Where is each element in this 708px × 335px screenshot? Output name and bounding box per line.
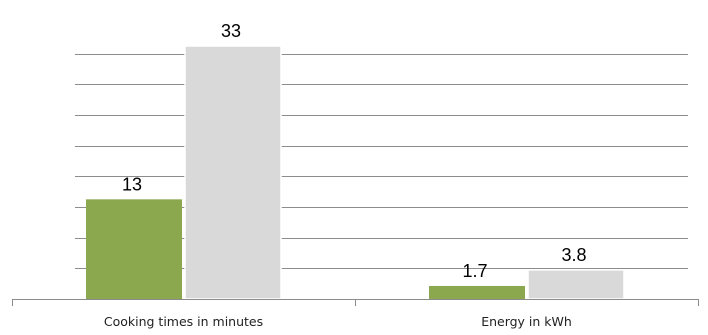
- bar-1-1: [86, 199, 182, 299]
- bar-2-2: [527, 269, 625, 300]
- data-label: 3.8: [561, 245, 586, 265]
- bar-2-1: [184, 45, 282, 300]
- bar-1-2: [429, 285, 525, 299]
- category-labels: Cooking times in minutes Energy in kWh: [104, 314, 572, 329]
- data-label: 33: [221, 21, 241, 41]
- x-axis: [12, 299, 699, 306]
- data-label: 13: [122, 174, 142, 194]
- category-label: Cooking times in minutes: [104, 314, 263, 329]
- category-label: Energy in kWh: [481, 314, 572, 329]
- data-label: 1.7: [462, 261, 487, 281]
- bars: [86, 45, 625, 300]
- data-labels: 13 33 1.7 3.8: [122, 21, 587, 281]
